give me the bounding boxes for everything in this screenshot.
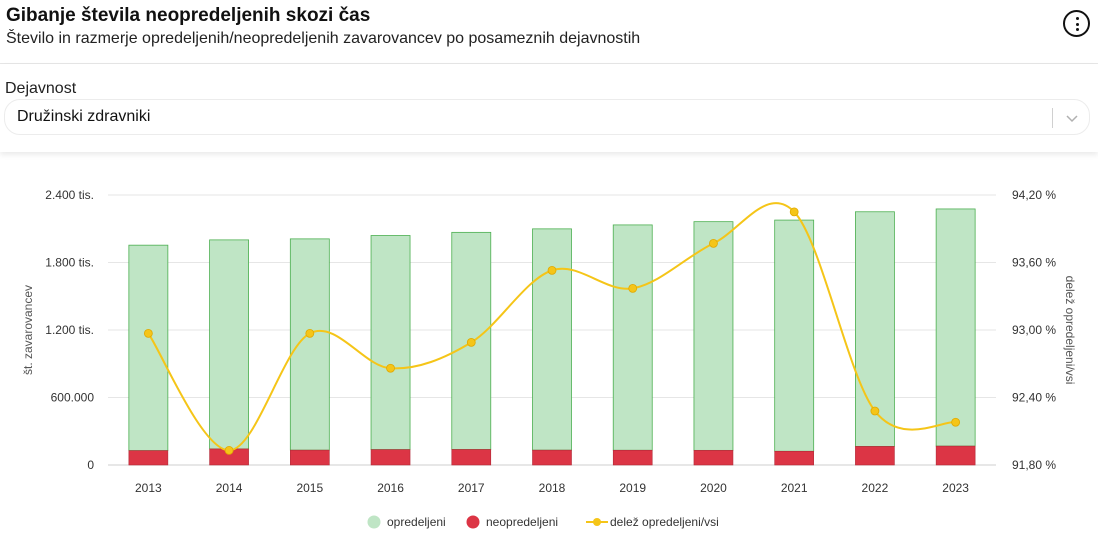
legend-layer: opredeljeni neopredeljeni delež opredeljen… bbox=[367, 515, 719, 529]
bar-neopredeljeni[interactable] bbox=[451, 449, 492, 466]
y-left-axis-title: št. zavarovancev bbox=[21, 285, 35, 375]
y-left-tick-label: 1.800 tis. bbox=[45, 256, 94, 270]
more-options-icon[interactable] bbox=[1063, 10, 1090, 37]
y-left-tick-label: 0 bbox=[87, 458, 94, 472]
x-tick-label: 2014 bbox=[216, 481, 243, 495]
x-tick-label: 2016 bbox=[377, 481, 404, 495]
point-delez[interactable] bbox=[547, 265, 557, 275]
y-right-axis-title: delež opredeljeni/vsi bbox=[1063, 276, 1077, 385]
point-delez[interactable] bbox=[305, 328, 315, 338]
bar-opredeljeni[interactable] bbox=[612, 224, 653, 451]
bar-opredeljeni[interactable] bbox=[693, 221, 734, 451]
bars-layer bbox=[128, 208, 976, 466]
chart-title: Gibanje števila neopredeljenih skozi čas bbox=[6, 5, 371, 26]
point-delez[interactable] bbox=[386, 363, 395, 373]
legend-label[interactable]: opredeljeni bbox=[387, 515, 446, 529]
x-tick-label: 2022 bbox=[862, 481, 889, 495]
x-tick-label: 2013 bbox=[135, 481, 162, 495]
x-tick-label: 2020 bbox=[700, 481, 727, 495]
filter-panel: Dejavnost Družinski zdravniki bbox=[0, 64, 1098, 152]
bar-neopredeljeni[interactable] bbox=[855, 446, 895, 466]
bar-neopredeljeni[interactable] bbox=[532, 449, 572, 466]
filter-label: Dejavnost bbox=[5, 80, 77, 97]
dejavnost-select-value: Družinski zdravniki bbox=[17, 108, 151, 125]
axis-layer: 0 600.000 1.200 tis. 1.800 tis. 2.400 tis. 91… bbox=[21, 188, 1077, 495]
y-right-tick-label: 92,40 % bbox=[1012, 391, 1056, 405]
bar-neopredeljeni[interactable] bbox=[370, 449, 411, 466]
y-right-tick-label: 93,60 % bbox=[1012, 256, 1056, 270]
bar-neopredeljeni[interactable] bbox=[128, 450, 169, 466]
point-delez[interactable] bbox=[870, 406, 880, 416]
bar-opredeljeni[interactable] bbox=[209, 239, 249, 450]
x-tick-label: 2019 bbox=[619, 481, 646, 495]
x-tick-label: 2023 bbox=[942, 481, 969, 495]
legend-label[interactable]: delež opredeljeni/vsi bbox=[610, 515, 719, 529]
point-delez[interactable] bbox=[628, 283, 638, 293]
point-delez[interactable] bbox=[143, 328, 153, 338]
dejavnost-select[interactable]: Družinski zdravniki bbox=[4, 99, 1090, 135]
chevron-down-icon[interactable] bbox=[1063, 109, 1081, 127]
legend-marker[interactable] bbox=[466, 515, 480, 529]
x-tick-label: 2021 bbox=[781, 481, 808, 495]
legend-marker[interactable] bbox=[367, 515, 381, 529]
bar-opredeljeni[interactable] bbox=[774, 219, 815, 452]
bar-neopredeljeni[interactable] bbox=[290, 449, 330, 466]
legend-label[interactable]: neopredeljeni bbox=[486, 515, 558, 529]
y-right-tick-label: 93,00 % bbox=[1012, 323, 1056, 337]
y-right-tick-label: 94,20 % bbox=[1012, 188, 1056, 202]
bar-neopredeljeni[interactable] bbox=[935, 445, 976, 466]
point-delez[interactable] bbox=[951, 417, 961, 427]
point-delez[interactable] bbox=[789, 207, 799, 217]
chart-subtitle: Število in razmerje opredeljenih/neopred… bbox=[6, 30, 641, 47]
y-left-tick-label: 600.000 bbox=[51, 391, 95, 405]
x-tick-label: 2015 bbox=[296, 481, 323, 495]
point-delez[interactable] bbox=[224, 445, 234, 455]
bar-opredeljeni[interactable] bbox=[370, 235, 411, 450]
line-layer bbox=[143, 202, 961, 455]
bar-opredeljeni[interactable] bbox=[532, 228, 572, 451]
bar-opredeljeni[interactable] bbox=[935, 208, 976, 447]
point-delez[interactable] bbox=[466, 337, 476, 347]
bar-opredeljeni[interactable] bbox=[289, 238, 330, 451]
chart-area: 0 600.000 1.200 tis. 1.800 tis. 2.400 tis. 91… bbox=[0, 152, 1098, 542]
bar-neopredeljeni[interactable] bbox=[693, 450, 734, 466]
chart-header: Gibanje števila neopredeljenih skozi čas… bbox=[0, 0, 1098, 64]
y-right-tick-label: 91,80 % bbox=[1012, 458, 1056, 472]
bar-opredeljeni[interactable] bbox=[128, 244, 169, 452]
x-tick-label: 2017 bbox=[458, 481, 485, 495]
y-left-tick-label: 2.400 tis. bbox=[45, 188, 94, 202]
chart-svg: 0 600.000 1.200 tis. 1.800 tis. 2.400 tis. 91… bbox=[21, 188, 1077, 529]
select-separator bbox=[1052, 108, 1053, 128]
y-left-tick-label: 1.200 tis. bbox=[45, 323, 94, 337]
legend-marker[interactable] bbox=[593, 518, 601, 526]
point-delez[interactable] bbox=[709, 238, 718, 248]
bar-neopredeljeni[interactable] bbox=[774, 450, 814, 466]
x-tick-label: 2018 bbox=[539, 481, 566, 495]
bar-neopredeljeni[interactable] bbox=[612, 449, 653, 466]
